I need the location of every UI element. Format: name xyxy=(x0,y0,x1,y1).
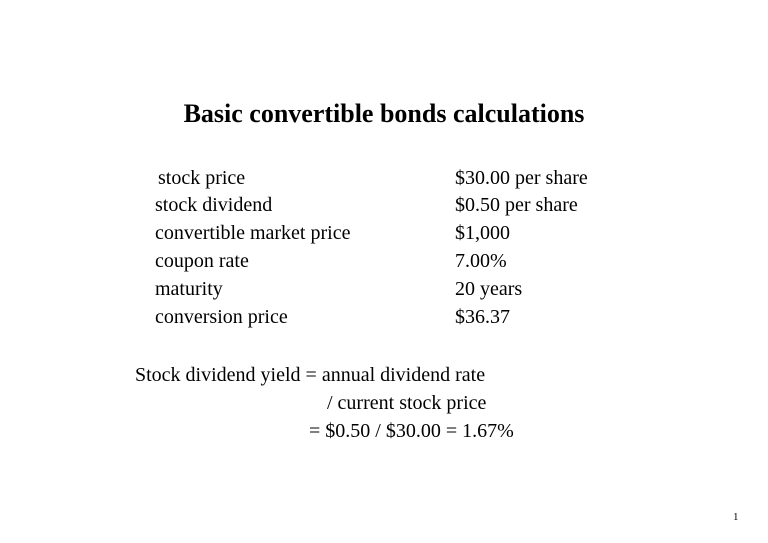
label-maturity: maturity xyxy=(155,278,223,300)
label-stock-price: stock price xyxy=(158,167,246,189)
page-title: Basic convertible bonds calculations xyxy=(183,99,585,128)
value-stock-dividend: $0.50 per share xyxy=(455,194,578,216)
label-stock-dividend: stock dividend xyxy=(155,194,273,216)
value-maturity: 20 years xyxy=(455,278,523,300)
value-conversion-price: $36.37 xyxy=(455,306,510,328)
label-coupon-rate: coupon rate xyxy=(155,250,249,272)
formula-line-3: = $0.50 / $30.00 = 1.67% xyxy=(309,420,514,442)
page-number: 1 xyxy=(733,511,739,523)
formula-line-1: Stock dividend yield = annual dividend r… xyxy=(135,364,486,386)
label-convertible-market-price: convertible market price xyxy=(155,222,351,244)
value-convertible-market-price: $1,000 xyxy=(455,222,510,244)
value-coupon-rate: 7.00% xyxy=(455,250,507,272)
formula-line-2: / current stock price xyxy=(327,392,487,414)
value-stock-price: $30.00 per share xyxy=(455,167,588,189)
label-conversion-price: conversion price xyxy=(155,306,288,328)
